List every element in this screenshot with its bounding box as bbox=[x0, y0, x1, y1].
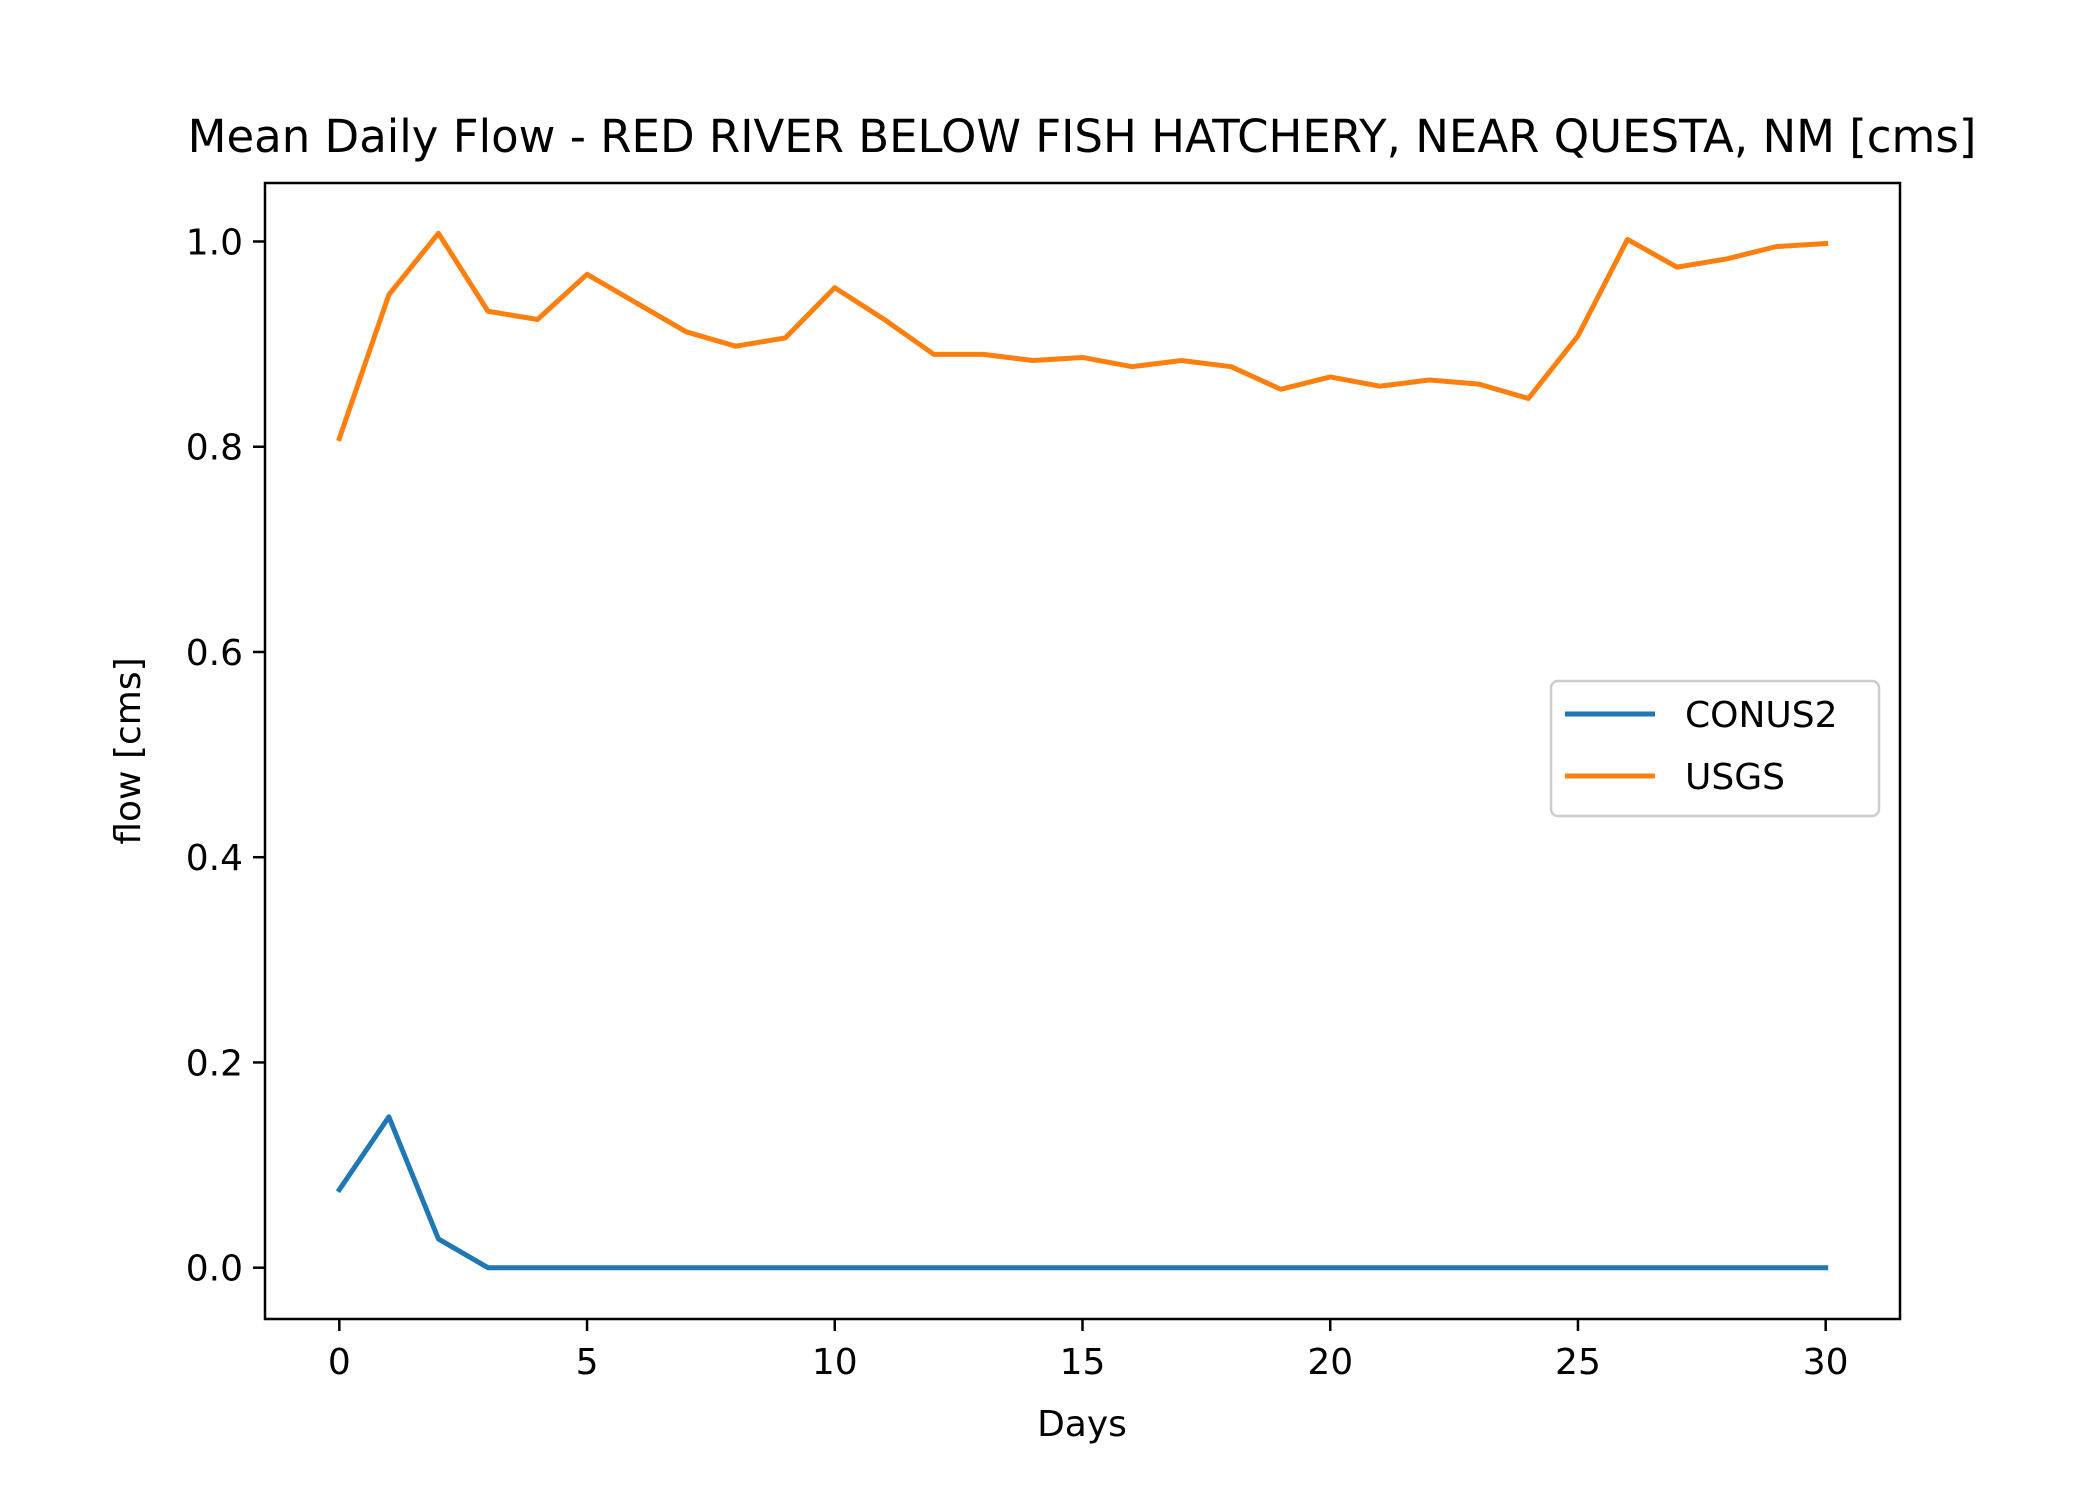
y-tick-label: 0.2 bbox=[186, 1043, 243, 1084]
x-tick-label: 10 bbox=[812, 1342, 858, 1383]
legend-label-usgs: USGS bbox=[1685, 757, 1785, 798]
series-line-usgs bbox=[336, 230, 1829, 442]
x-tick-label: 0 bbox=[328, 1342, 351, 1383]
series-layer bbox=[335, 230, 1829, 1271]
y-tick-label: 0.6 bbox=[186, 633, 243, 674]
chart-title: Mean Daily Flow - RED RIVER BELOW FISH H… bbox=[188, 110, 1977, 163]
x-tick-label: 30 bbox=[1803, 1342, 1849, 1383]
legend-label-conus2: CONUS2 bbox=[1685, 695, 1838, 736]
x-tick-label: 25 bbox=[1555, 1342, 1601, 1383]
x-tick-label: 5 bbox=[576, 1342, 599, 1383]
y-tick-label: 1.0 bbox=[186, 222, 243, 263]
y-axis: 0.0 0.2 0.4 0.6 0.8 1.0 bbox=[186, 222, 265, 1290]
y-axis-label: flow [cms] bbox=[108, 657, 149, 844]
legend: CONUS2 USGS bbox=[1549, 679, 1881, 818]
y-tick-label: 0.8 bbox=[186, 428, 243, 469]
x-axis: 0 5 10 15 20 25 30 bbox=[328, 1319, 1849, 1383]
x-axis-label: Days bbox=[1037, 1404, 1127, 1445]
x-tick-label: 20 bbox=[1307, 1342, 1353, 1383]
y-tick-label: 0.0 bbox=[186, 1249, 243, 1290]
series-line-conus2 bbox=[335, 1114, 1829, 1271]
y-tick-label: 0.4 bbox=[186, 838, 243, 879]
x-tick-label: 15 bbox=[1060, 1342, 1106, 1383]
